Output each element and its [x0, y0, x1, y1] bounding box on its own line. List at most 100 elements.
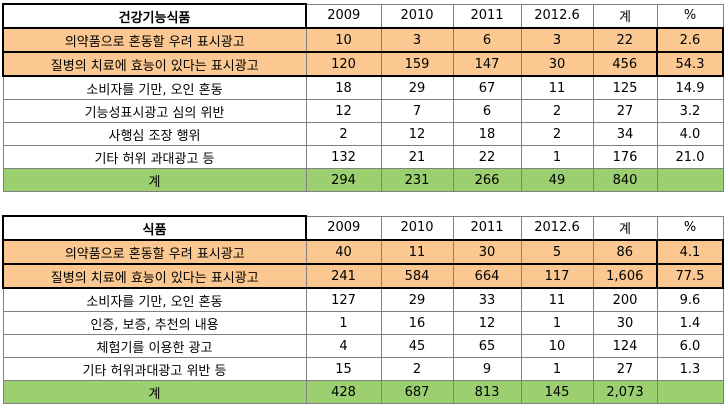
cell: 145 [520, 380, 594, 404]
data-row: 사행심 조장 행위 2 12 18 2 34 4.0 [2, 122, 724, 146]
cell: 6 [452, 99, 522, 123]
cell: 5 [520, 239, 594, 265]
cell: 12 [380, 122, 454, 146]
cell: 813 [452, 380, 522, 404]
cell: 456 [592, 51, 658, 77]
cell: 18 [452, 122, 522, 146]
cell: 3 [520, 27, 594, 53]
cell: 11 [380, 239, 454, 265]
row-label: 계 [2, 168, 307, 192]
data-row: 질병의 치료에 효능이 있다는 표시광고 241 584 664 117 1,606 77.… [2, 263, 724, 289]
cell: 27 [592, 99, 658, 123]
cell: 159 [380, 51, 454, 77]
data-row: 기타 허위과대광고 위반 등 15 2 9 1 27 1.3 [2, 357, 724, 381]
row-label: 질병의 치료에 효능이 있다는 표시광고 [2, 51, 307, 77]
cell: 27 [592, 357, 658, 381]
data-row: 체험기를 이용한 광고 4 45 65 10 124 6.0 [2, 334, 724, 358]
cell: 54.3 [656, 51, 724, 77]
cell: 584 [380, 263, 454, 289]
empty-cell [656, 168, 724, 192]
header-cell: 2010 [380, 3, 454, 29]
cell: 120 [305, 51, 382, 77]
cell: 840 [592, 168, 658, 192]
total-row: 계 294 231 266 49 840 [2, 168, 724, 192]
data-row: 소비자를 기만, 오인 혼동 127 29 33 11 200 9.6 [2, 287, 724, 312]
cell: 33 [452, 287, 522, 312]
header-cell: 계 [592, 3, 658, 29]
cell: 2 [380, 357, 454, 381]
cell: 124 [592, 334, 658, 358]
cell: 9 [452, 357, 522, 381]
cell: 125 [592, 75, 658, 100]
cell: 132 [305, 145, 382, 169]
cell: 21 [380, 145, 454, 169]
row-label: 기타 허위과대광고 위반 등 [2, 357, 307, 381]
header-cell: 2009 [305, 215, 382, 241]
cell: 30 [452, 239, 522, 265]
cell: 7 [380, 99, 454, 123]
header-cell: 식품 [2, 215, 307, 241]
cell: 65 [452, 334, 522, 358]
cell: 49 [520, 168, 594, 192]
cell: 16 [380, 311, 454, 335]
cell: 12 [452, 311, 522, 335]
data-row: 기능성표시광고 심의 위반 12 7 6 2 27 3.2 [2, 99, 724, 123]
cell: 2,073 [592, 380, 658, 404]
cell: 200 [592, 287, 658, 312]
row-label: 계 [2, 380, 307, 404]
row-label: 인증, 보증, 추천의 내용 [2, 311, 307, 335]
header-cell: 2012.6 [520, 215, 594, 241]
cell: 11 [520, 287, 594, 312]
row-label: 소비자를 기만, 오인 혼동 [2, 287, 307, 312]
table: 건강기능식품 2009 2010 2011 2012.6 계% 의약품으로 혼동할 우려 표… [2, 3, 724, 192]
data-row: 기타 허위 과대광고 등 132 21 22 1 176 21.0 [2, 145, 724, 169]
cell: 77.5 [656, 263, 724, 289]
header-cell: 2010 [380, 215, 454, 241]
cell: 3 [380, 27, 454, 53]
cell: 1 [520, 357, 594, 381]
cell: 4.0 [656, 122, 724, 146]
cell: 45 [380, 334, 454, 358]
cell: 10 [520, 334, 594, 358]
cell: 18 [305, 75, 382, 100]
cell: 4 [305, 334, 382, 358]
cell: 6 [452, 27, 522, 53]
cell: 1 [305, 311, 382, 335]
cell: 4.1 [656, 239, 724, 265]
cell: 30 [592, 311, 658, 335]
cell: 117 [520, 263, 594, 289]
empty-cell [656, 380, 724, 404]
header-cell: 2011 [452, 215, 522, 241]
header-cell: % [656, 215, 724, 241]
cell: 2 [520, 99, 594, 123]
row-label: 질병의 치료에 효능이 있다는 표시광고 [2, 263, 307, 289]
cell: 67 [452, 75, 522, 100]
cell: 266 [452, 168, 522, 192]
cell: 2 [520, 122, 594, 146]
table: 식품 2009 2010 2011 2012.6 계% 의약품으로 혼동할 우려 표시광고 4… [2, 215, 724, 404]
cell: 428 [305, 380, 382, 404]
data-row: 질병의 치료에 효능이 있다는 표시광고 120 159 147 30 456 54.3 [2, 51, 724, 77]
cell: 664 [452, 263, 522, 289]
data-row: 의약품으로 혼동할 우려 표시광고 40 11 30 5 86 4.1 [2, 239, 724, 265]
row-label: 기타 허위 과대광고 등 [2, 145, 307, 169]
cell: 127 [305, 287, 382, 312]
row-label: 사행심 조장 행위 [2, 122, 307, 146]
cell: 231 [380, 168, 454, 192]
cell: 6.0 [656, 334, 724, 358]
data-row: 인증, 보증, 추천의 내용 1 16 12 1 30 1.4 [2, 311, 724, 335]
cell: 21.0 [656, 145, 724, 169]
cell: 40 [305, 239, 382, 265]
cell: 2.6 [656, 27, 724, 53]
row-label: 소비자를 기만, 오인 혼동 [2, 75, 307, 100]
data-row: 의약품으로 혼동할 우려 표시광고 10 3 6 3 22 2.6 [2, 27, 724, 53]
cell: 30 [520, 51, 594, 77]
header-cell: 2011 [452, 3, 522, 29]
cell: 29 [380, 287, 454, 312]
row-label: 체험기를 이용한 광고 [2, 334, 307, 358]
cell: 1 [520, 145, 594, 169]
cell: 176 [592, 145, 658, 169]
cell: 22 [452, 145, 522, 169]
header-cell: 2012.6 [520, 3, 594, 29]
